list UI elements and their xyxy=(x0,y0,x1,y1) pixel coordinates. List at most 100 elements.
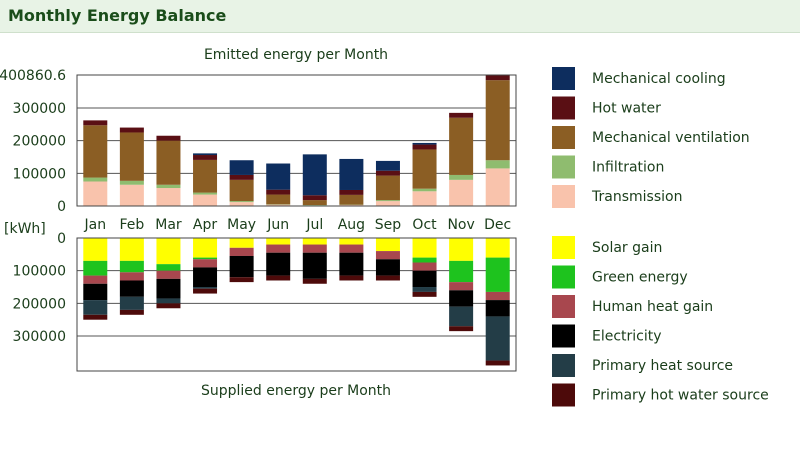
legend-swatch-mechanical-ventilation xyxy=(552,126,575,149)
top-bar-infiltration-mar xyxy=(156,184,181,189)
month-label-aug: Aug xyxy=(338,217,365,233)
bottom-bar-solar-gain-may xyxy=(229,238,254,248)
legend-label-green-energy: Green energy xyxy=(592,270,688,286)
bottom-bar-solar-gain-jul xyxy=(302,238,327,245)
bottom-y-tick-label: 100000 xyxy=(13,264,66,280)
month-label-may: May xyxy=(227,217,256,233)
bottom-bar-human-heat-gain-sep xyxy=(375,251,400,260)
legend-label-transmission: Transmission xyxy=(591,189,682,205)
top-bar-infiltration-apr xyxy=(193,192,218,195)
legend-swatch-primary-hot-water-source xyxy=(552,383,575,407)
top-chart-title: Emitted energy per Month xyxy=(204,47,388,63)
bottom-bar-electricity-jul xyxy=(302,252,327,279)
top-bar-infiltration-jan xyxy=(83,177,108,182)
bottom-bar-solar-gain-jan xyxy=(83,238,108,261)
legend-swatch-green-energy xyxy=(552,265,575,289)
top-bar-mechanical-ventilation-sep xyxy=(375,175,400,201)
bottom-y-tick-label: 300000 xyxy=(13,329,66,345)
top-y-tick-label: 100000 xyxy=(13,166,66,182)
top-bar-mechanical-cooling-may xyxy=(229,160,254,175)
top-y-tick-label: 300000 xyxy=(13,101,66,117)
bottom-bar-primary-heat-source-mar xyxy=(156,298,181,304)
bottom-bar-primary-hot-water-source-jul xyxy=(302,278,327,284)
bottom-bar-primary-hot-water-source-nov xyxy=(449,326,474,332)
bottom-bar-solar-gain-nov xyxy=(449,238,474,261)
bottom-bar-primary-heat-source-apr xyxy=(193,287,218,289)
top-bar-transmission-may xyxy=(229,202,254,206)
top-bar-transmission-feb xyxy=(119,184,144,206)
top-bar-hot-water-jun xyxy=(266,189,291,195)
top-bar-hot-water-nov xyxy=(449,112,474,118)
bottom-bar-electricity-jan xyxy=(83,283,108,301)
bottom-bar-solar-gain-sep xyxy=(375,238,400,252)
bottom-y-tick-label: 0 xyxy=(57,231,66,247)
legend-label-primary-hot-water-source: Primary hot water source xyxy=(592,388,769,404)
legend-swatch-primary-heat-source xyxy=(552,354,575,377)
bottom-bar-electricity-apr xyxy=(193,267,218,288)
top-bar-hot-water-sep xyxy=(375,170,400,176)
top-bar-infiltration-may xyxy=(229,201,254,203)
legend-swatch-hot-water xyxy=(552,96,575,120)
bottom-bar-electricity-aug xyxy=(339,252,364,276)
month-label-apr: Apr xyxy=(193,217,217,233)
bottom-bar-solar-gain-jun xyxy=(266,238,291,245)
legend-label-solar-gain: Solar gain xyxy=(592,240,662,256)
legend-swatch-transmission xyxy=(552,185,575,208)
bottom-plot-frame xyxy=(76,237,517,372)
legend-label-electricity: Electricity xyxy=(592,329,662,345)
top-bar-mechanical-ventilation-feb xyxy=(119,132,144,181)
bottom-bar-primary-heat-source-oct xyxy=(412,287,437,292)
top-bar-mechanical-ventilation-dec xyxy=(485,80,510,161)
top-bar-hot-water-oct xyxy=(412,144,437,150)
top-bar-hot-water-feb xyxy=(119,127,144,133)
bottom-bar-electricity-may xyxy=(229,255,254,278)
bottom-bar-green-energy-mar xyxy=(156,264,181,271)
top-bar-infiltration-nov xyxy=(449,174,474,180)
bottom-bar-primary-hot-water-source-mar xyxy=(156,303,181,309)
bottom-bar-primary-hot-water-source-aug xyxy=(339,275,364,281)
bottom-bar-human-heat-gain-nov xyxy=(449,282,474,291)
top-bar-transmission-dec xyxy=(485,168,510,206)
bottom-bar-green-energy-feb xyxy=(119,260,144,273)
bottom-bar-primary-heat-source-nov xyxy=(449,306,474,327)
legend-label-hot-water: Hot water xyxy=(592,101,661,117)
bottom-bar-electricity-jun xyxy=(266,252,291,276)
top-bar-infiltration-feb xyxy=(119,180,144,185)
legend-label-mechanical-cooling: Mechanical cooling xyxy=(592,71,726,87)
page-header: Monthly Energy Balance xyxy=(0,0,800,33)
legend-label-primary-heat-source: Primary heat source xyxy=(592,358,733,374)
top-bar-mechanical-ventilation-nov xyxy=(449,117,474,175)
bottom-bar-primary-hot-water-source-oct xyxy=(412,291,437,297)
legend-swatch-mechanical-cooling xyxy=(552,67,575,90)
bottom-bar-human-heat-gain-jan xyxy=(83,275,108,284)
top-bar-mechanical-ventilation-may xyxy=(229,179,254,202)
bottom-bar-solar-gain-apr xyxy=(193,238,218,258)
month-label-jan: Jan xyxy=(83,217,106,233)
legend-swatch-human-heat-gain xyxy=(552,295,575,318)
bottom-bar-primary-hot-water-source-may xyxy=(229,277,254,283)
bottom-bar-primary-heat-source-feb xyxy=(119,296,144,310)
month-label-mar: Mar xyxy=(155,217,182,233)
top-bar-transmission-sep xyxy=(375,201,400,206)
bottom-bar-solar-gain-oct xyxy=(412,238,437,258)
bottom-bar-green-energy-jan xyxy=(83,260,108,276)
bottom-bar-human-heat-gain-oct xyxy=(412,262,437,271)
month-label-nov: Nov xyxy=(447,217,474,233)
top-bar-mechanical-cooling-sep xyxy=(375,160,400,171)
legend-label-human-heat-gain: Human heat gain xyxy=(592,299,713,315)
bottom-bar-primary-hot-water-source-apr xyxy=(193,288,218,294)
legend-label-infiltration: Infiltration xyxy=(592,160,664,176)
bottom-bar-primary-heat-source-jan xyxy=(83,300,108,315)
bottom-bar-primary-hot-water-source-dec xyxy=(485,360,510,366)
energy-balance-chart: Emitted energy per Month Supplied energy… xyxy=(0,47,769,407)
top-bar-mechanical-ventilation-jun xyxy=(266,194,291,205)
top-bar-mechanical-ventilation-oct xyxy=(412,149,437,189)
top-bar-infiltration-dec xyxy=(485,160,510,169)
top-y-tick-label: 400860.6 xyxy=(0,68,66,84)
y-axis-unit-label: [kWh] xyxy=(4,221,46,237)
top-bar-mechanical-cooling-oct xyxy=(412,142,437,145)
top-bar-hot-water-mar xyxy=(156,135,181,141)
bottom-bar-primary-hot-water-source-feb xyxy=(119,309,144,315)
month-label-dec: Dec xyxy=(484,217,511,233)
top-bar-transmission-oct xyxy=(412,191,437,206)
